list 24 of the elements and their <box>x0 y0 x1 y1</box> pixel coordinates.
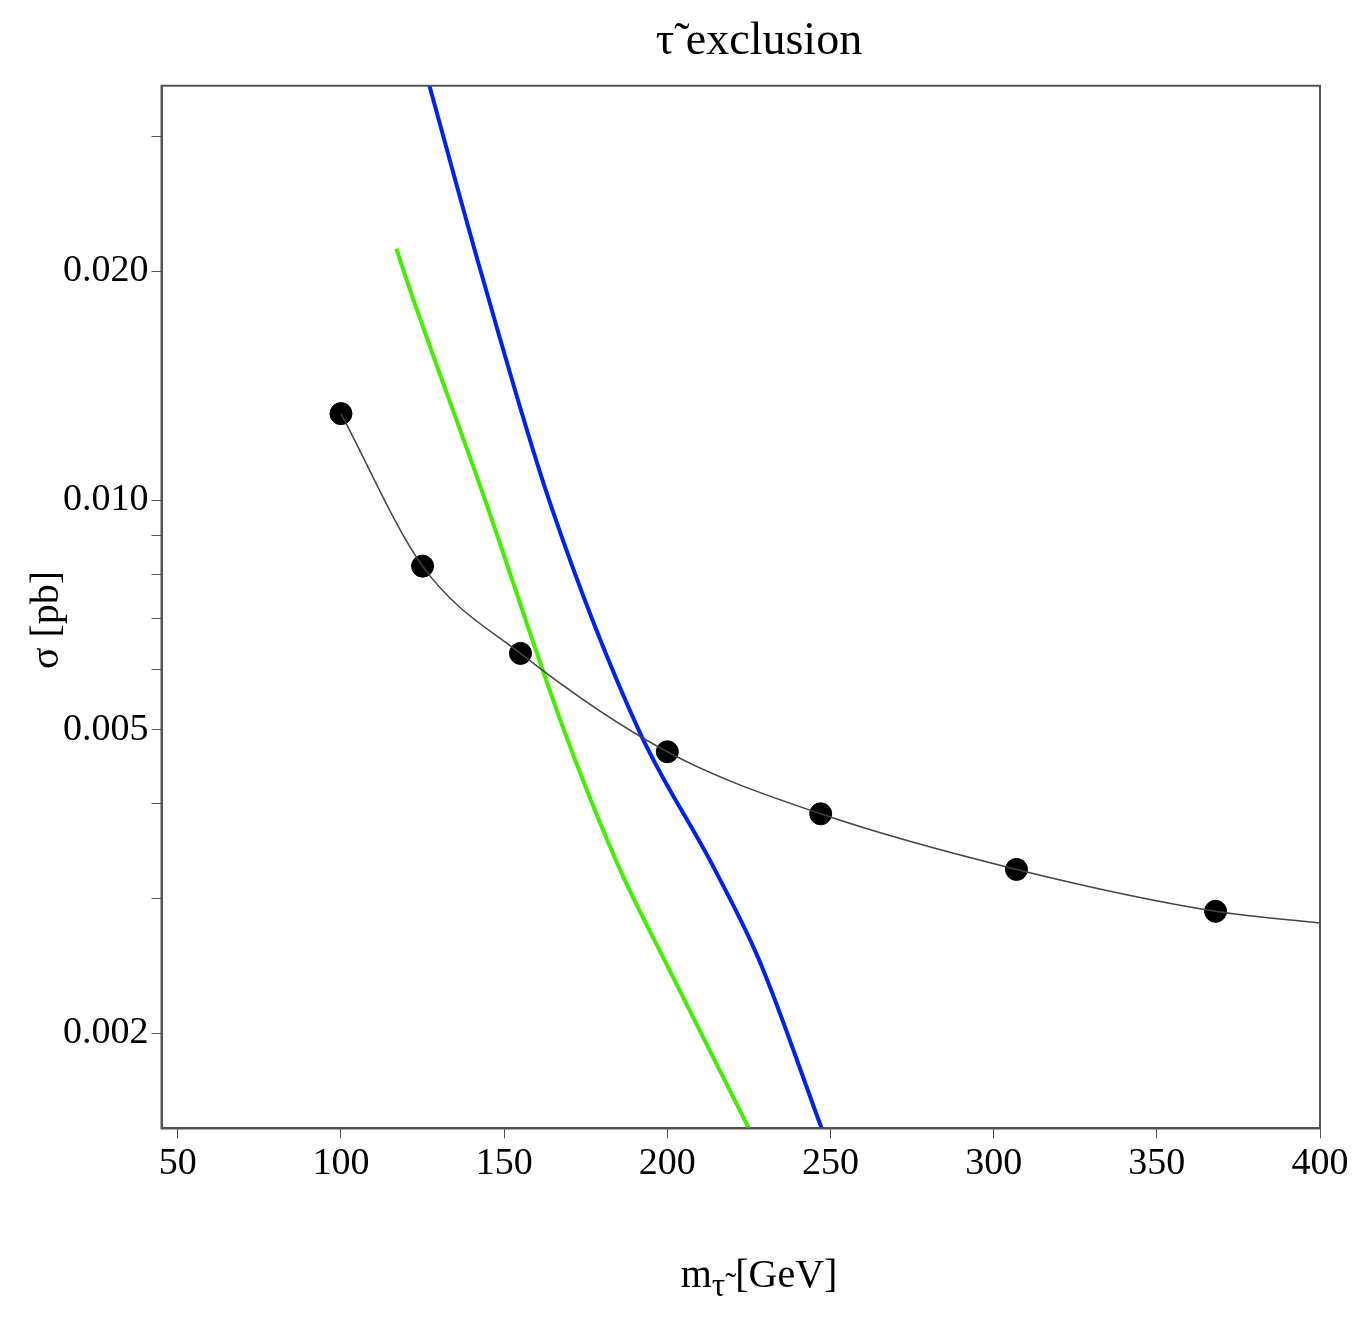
x-tick-label: 250 <box>801 1140 859 1183</box>
chart-title: τ̃ exclusion <box>654 12 864 65</box>
y-tick-label: 0.005 <box>63 705 149 748</box>
y-tick-label: 0.010 <box>63 476 149 519</box>
x-tick-label: 200 <box>638 1140 696 1183</box>
x-tick-label: 400 <box>1291 1140 1349 1183</box>
y-tick-label: 0.020 <box>63 247 149 290</box>
x-tick-label: 350 <box>1128 1140 1186 1183</box>
point <box>1005 857 1029 881</box>
x-tick-label: 300 <box>965 1140 1023 1183</box>
x-tick-label: 100 <box>312 1140 370 1183</box>
line-series <box>394 246 751 1129</box>
x-tick-label: 50 <box>158 1140 197 1183</box>
line-series <box>427 85 824 1129</box>
point <box>411 554 435 578</box>
x-tick-label: 150 <box>475 1140 533 1183</box>
point <box>809 802 833 826</box>
x-axis-title: m$_{τ̃}$ [GeV] <box>679 1250 839 1304</box>
point <box>508 641 532 665</box>
y-tick-label: 0.002 <box>63 1009 149 1052</box>
point <box>655 740 679 764</box>
point <box>329 402 353 426</box>
point <box>1204 899 1228 923</box>
y-axis-title: σ [pb] <box>20 570 68 670</box>
